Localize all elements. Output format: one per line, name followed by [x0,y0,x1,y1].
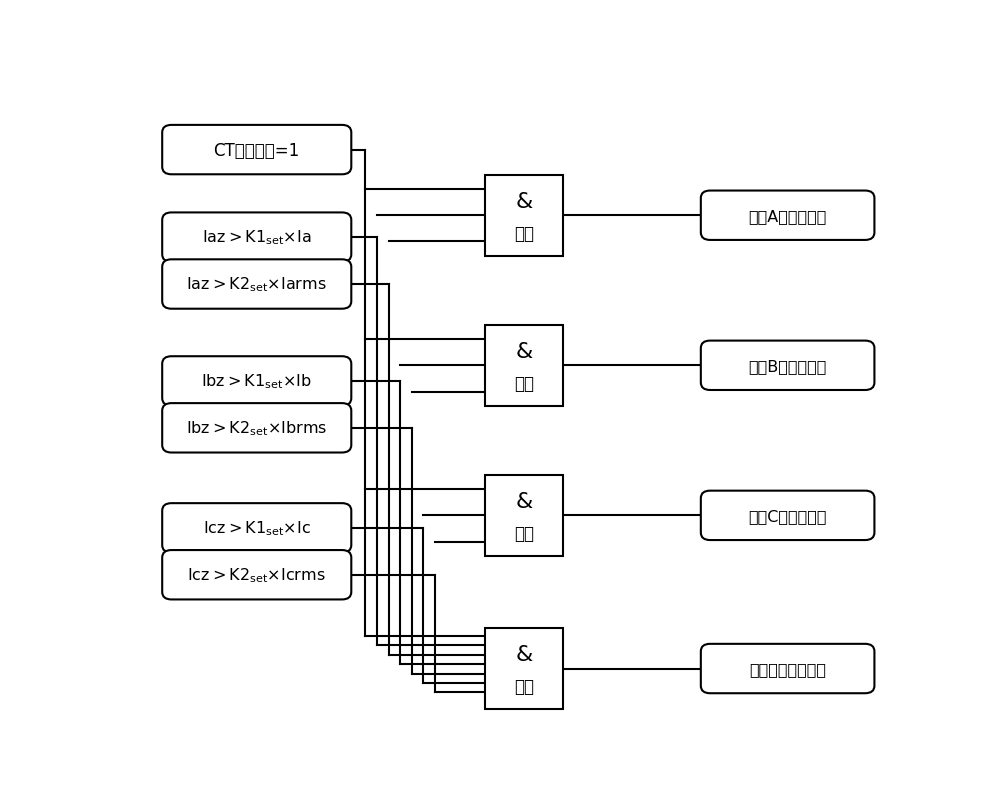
Text: CT拖尾存在=1: CT拖尾存在=1 [214,141,300,160]
Text: 闭锁三相失灵保护: 闭锁三相失灵保护 [749,661,826,676]
FancyBboxPatch shape [162,260,351,309]
Text: 闭锁A相失灵保护: 闭锁A相失灵保护 [748,208,827,224]
FancyBboxPatch shape [162,504,351,553]
Text: &: & [516,644,533,664]
Text: $\mathrm{Ibz{>}K1_{set}{\times}Ib}$: $\mathrm{Ibz{>}K1_{set}{\times}Ib}$ [201,372,312,391]
FancyBboxPatch shape [701,341,874,391]
Text: &: & [516,191,533,212]
Text: 闭锁B相失灵保护: 闭锁B相失灵保护 [748,358,827,373]
FancyBboxPatch shape [162,357,351,406]
Text: 与门: 与门 [514,225,534,242]
Text: $\mathrm{Iaz{>}K2_{set}{\times}Iarms}$: $\mathrm{Iaz{>}K2_{set}{\times}Iarms}$ [186,275,327,294]
Text: 与门: 与门 [514,525,534,543]
Text: 与门: 与门 [514,375,534,393]
FancyBboxPatch shape [701,644,874,693]
FancyBboxPatch shape [701,491,874,540]
FancyBboxPatch shape [162,551,351,599]
Text: $\mathrm{Icz{>}K1_{set}{\times}Ic}$: $\mathrm{Icz{>}K1_{set}{\times}Ic}$ [203,519,311,538]
Text: $\mathrm{Ibz{>}K2_{set}{\times}Ibrms}$: $\mathrm{Ibz{>}K2_{set}{\times}Ibrms}$ [186,419,327,438]
Text: 与门: 与门 [514,677,534,696]
Bar [485,175,563,256]
FancyBboxPatch shape [701,191,874,241]
FancyBboxPatch shape [162,213,351,263]
Text: $\mathrm{Iaz{>}K1_{set}{\times}Ia}$: $\mathrm{Iaz{>}K1_{set}{\times}Ia}$ [202,229,311,247]
Text: &: & [516,341,533,361]
Bar [485,325,563,406]
Bar [485,628,563,710]
Text: 闭锁C相失灵保护: 闭锁C相失灵保护 [748,508,827,523]
FancyBboxPatch shape [162,404,351,453]
Text: &: & [516,491,533,511]
Bar [485,475,563,556]
Text: $\mathrm{Icz{>}K2_{set}{\times}Icrms}$: $\mathrm{Icz{>}K2_{set}{\times}Icrms}$ [187,566,326,585]
FancyBboxPatch shape [162,126,351,175]
